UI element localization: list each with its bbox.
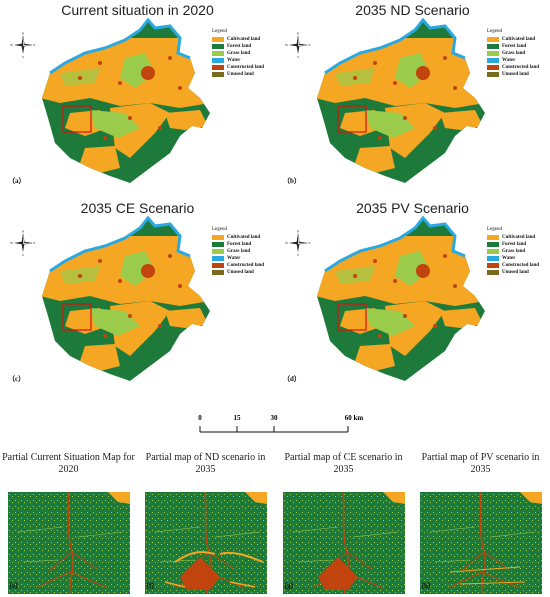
svg-text:E: E xyxy=(309,43,311,47)
map-panel-a: Current situation in 2020 N W E S Legend… xyxy=(0,0,275,198)
legend: Legend Cultivated land Forest land Grass… xyxy=(212,227,265,275)
north-arrow-icon: N W E S xyxy=(285,230,311,256)
svg-text:W: W xyxy=(285,241,288,245)
partial-map xyxy=(8,492,130,594)
map-panel-d: 2035 PV Scenario N W E S Legend Cultivat… xyxy=(275,198,550,396)
inset-label: （f） xyxy=(142,582,159,590)
panel-label: （b） xyxy=(283,177,301,185)
compass-e: E xyxy=(34,43,36,47)
inset-e: Partial Current Situation Map for 2020 （… xyxy=(0,450,137,595)
land-use-map xyxy=(305,216,490,386)
inset-label: （h） xyxy=(417,582,435,590)
partial-map xyxy=(145,492,267,594)
scale-tick-label: 30 xyxy=(271,414,279,422)
inset-label: （g） xyxy=(280,582,298,590)
compass-s: S xyxy=(22,55,24,58)
legend: Legend Cultivated land Forest land Grass… xyxy=(487,227,540,275)
legend: Legend Cultivated land Forest land Grass… xyxy=(212,28,264,78)
legend-item: Unused land xyxy=(212,71,264,78)
panel-title: 2035 ND Scenario xyxy=(355,2,470,18)
inset-h: Partial map of PV scenario in 2035 （h） xyxy=(412,450,549,595)
inset-title: Partial Current Situation Map for 2020 xyxy=(2,452,135,475)
inset-f: Partial map of ND scenario in 2035 （f） xyxy=(137,450,274,595)
scale-tick-label: 0 xyxy=(198,414,202,422)
compass-n: N xyxy=(22,32,25,36)
legend-item: Constructed land xyxy=(212,64,264,71)
partial-map xyxy=(283,492,405,594)
panel-title: Current situation in 2020 xyxy=(61,2,214,18)
land-use-map xyxy=(30,216,215,386)
svg-text:S: S xyxy=(297,55,299,58)
scale-tick-label: 60 km xyxy=(345,414,364,422)
svg-text:E: E xyxy=(309,241,311,245)
inset-title: Partial map of PV scenario in 2035 xyxy=(421,452,540,475)
partial-map xyxy=(420,492,542,594)
inset-title: Partial map of ND scenario in 2035 xyxy=(145,452,266,475)
inset-label: （e） xyxy=(5,582,23,590)
inset-title: Partial map of CE scenario in 2035 xyxy=(284,452,403,475)
legend-title: Legend xyxy=(212,29,227,34)
north-arrow-icon: N W E S xyxy=(10,32,36,58)
svg-text:W: W xyxy=(10,241,13,245)
map-panel-b: 2035 ND Scenario N W E S Legend Cultivat… xyxy=(275,0,550,198)
scale-tick-label: 15 xyxy=(234,414,242,422)
panel-label: （c） xyxy=(8,375,26,383)
inset-g: Partial map of CE scenario in 2035 （g） xyxy=(275,450,412,595)
north-arrow-icon: N W E S xyxy=(285,32,311,58)
panel-title: 2035 CE Scenario xyxy=(80,200,195,216)
panel-title: 2035 PV Scenario xyxy=(356,200,469,216)
legend: Legend Cultivated land Forest land Grass… xyxy=(487,29,540,77)
svg-text:N: N xyxy=(297,230,300,234)
map-panel-c: 2035 CE Scenario N W E S Legend Cultivat… xyxy=(0,198,275,396)
svg-text:E: E xyxy=(34,241,36,245)
scale-bar: 0 15 30 60 km xyxy=(198,414,364,433)
svg-text:S: S xyxy=(22,253,24,256)
svg-text:N: N xyxy=(22,230,25,234)
svg-text:S: S xyxy=(297,253,299,256)
legend-item: Water xyxy=(212,57,264,64)
legend-item: Forest land xyxy=(212,43,264,50)
compass-w: W xyxy=(10,43,13,47)
legend-item: Grass land xyxy=(212,50,264,57)
land-use-map xyxy=(305,18,490,188)
panel-label: （a） xyxy=(8,177,26,185)
land-use-map xyxy=(30,18,215,188)
svg-text:N: N xyxy=(297,32,300,36)
north-arrow-icon: N W E S xyxy=(10,230,36,256)
legend-item: Cultivated land xyxy=(212,36,264,43)
svg-text:W: W xyxy=(285,43,288,47)
panel-label: （d） xyxy=(283,375,301,383)
